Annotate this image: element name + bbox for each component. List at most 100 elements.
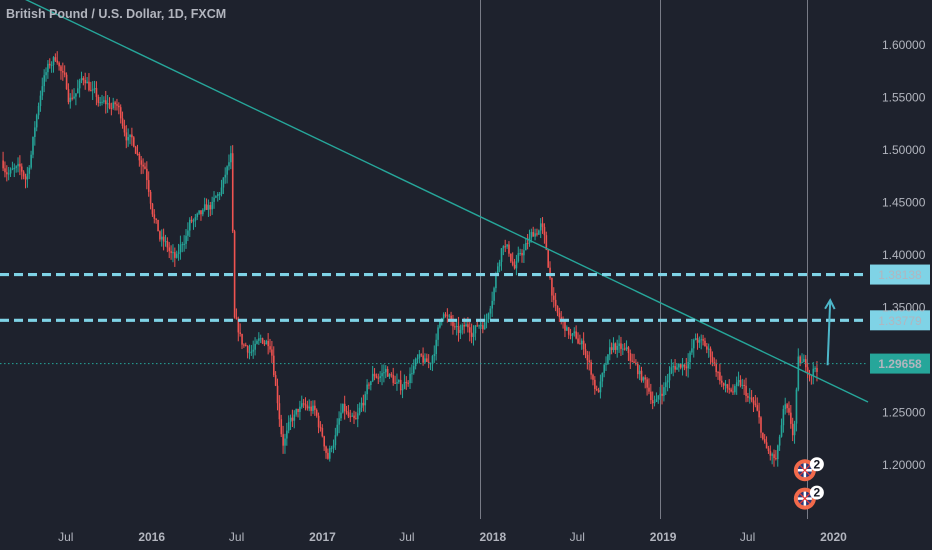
candle-down — [730, 387, 732, 393]
candle-down — [732, 384, 734, 395]
candle-down — [205, 198, 208, 211]
candle-down — [560, 311, 563, 325]
candle-up — [194, 213, 197, 228]
candle-down — [719, 363, 721, 385]
candle-up — [360, 397, 363, 412]
candle-down — [592, 373, 594, 386]
candle-down — [133, 136, 135, 148]
candle-down — [88, 73, 90, 92]
candle-up — [605, 356, 607, 371]
candle-up — [207, 199, 210, 217]
trendline[interactable] — [0, 0, 869, 403]
candle-down — [567, 326, 570, 339]
candle-up — [289, 414, 292, 431]
candle-down — [62, 62, 64, 81]
candle-down — [640, 366, 643, 383]
projection-arrow-head[interactable] — [824, 298, 836, 310]
candle-up — [308, 399, 311, 412]
candle-up — [299, 400, 301, 421]
candle-up — [734, 384, 736, 395]
candle-down — [269, 338, 271, 353]
candle-down — [446, 308, 449, 323]
level-price-label: 1.33779 — [878, 314, 922, 328]
candle-up — [618, 335, 620, 353]
candle-down — [144, 162, 146, 170]
candle-up — [737, 371, 740, 387]
candle-down — [452, 314, 454, 335]
candle-up — [749, 388, 751, 404]
candle-down — [54, 53, 57, 63]
candle-up — [230, 145, 232, 170]
candle-up — [26, 166, 29, 188]
candle-down — [119, 104, 122, 124]
candle-down — [679, 363, 682, 370]
candle-up — [435, 333, 437, 361]
candle-up — [213, 191, 215, 209]
candle-down — [155, 218, 157, 224]
candle-down — [209, 201, 212, 217]
candle-up — [448, 313, 451, 319]
candle-up — [672, 362, 675, 377]
candle-up — [224, 167, 227, 184]
candle-down — [278, 395, 281, 427]
candle-down — [651, 391, 654, 410]
x-tick-label: Jul — [740, 530, 755, 544]
candle-down — [595, 385, 598, 392]
candle-down — [190, 216, 193, 224]
candle-down — [21, 163, 23, 180]
candle-up — [35, 113, 38, 132]
candle-up — [312, 400, 314, 414]
candle-down — [241, 333, 243, 350]
candle-up — [250, 344, 253, 356]
price-axis[interactable]: 1.38138 1.33779 1.29658 1.60000 1.55000 1.500… — [870, 38, 930, 472]
candle-down — [273, 346, 275, 378]
projection-arrow[interactable] — [824, 298, 836, 366]
candle-up — [795, 387, 798, 432]
candle-down — [147, 171, 150, 197]
candle-down — [347, 405, 350, 419]
candle-up — [668, 366, 671, 389]
candle-down — [482, 321, 484, 334]
candle-down — [799, 355, 801, 367]
candle-up — [566, 325, 568, 331]
candle-down — [637, 361, 639, 379]
candle-up — [52, 56, 55, 73]
candle-down — [276, 378, 279, 411]
candle-up — [472, 325, 475, 346]
candle-down — [554, 292, 557, 312]
y-tick-label: 1.20000 — [882, 458, 926, 472]
candle-down — [231, 145, 234, 234]
candle-down — [504, 239, 507, 253]
candle-up — [226, 165, 228, 184]
candle-up — [491, 291, 493, 317]
candle-up — [793, 420, 796, 444]
candle-up — [177, 243, 180, 261]
event-badge[interactable]: 2 — [793, 485, 824, 510]
y-tick-label: 1.45000 — [882, 196, 926, 210]
candle-up — [517, 246, 520, 263]
candle-up — [15, 165, 17, 173]
event-badges[interactable]: 22 — [793, 457, 824, 510]
vertical-markers — [480, 0, 808, 519]
candle-up — [694, 333, 697, 341]
candle-down — [569, 328, 572, 340]
horizontal-levels[interactable] — [0, 272, 868, 365]
event-badge[interactable]: 2 — [793, 457, 824, 482]
trendline-line[interactable] — [0, 0, 869, 403]
candle-up — [622, 343, 624, 355]
x-tick-label: 2018 — [479, 530, 506, 544]
candle-up — [357, 404, 359, 428]
candle-up — [414, 357, 417, 370]
projection-arrow-shaft[interactable] — [826, 300, 832, 366]
candle-down — [325, 445, 327, 459]
time-axis[interactable]: Jul 2016 Jul 2017 Jul 2018 Jul 2019 Jul 2020 — [58, 530, 847, 544]
candle-up — [493, 286, 495, 305]
candle-up — [379, 371, 381, 383]
x-tick-label: Jul — [570, 530, 585, 544]
candle-down — [349, 409, 352, 423]
candle-up — [332, 439, 335, 454]
candle-up — [75, 93, 77, 106]
candle-down — [166, 237, 169, 253]
candle-down — [726, 383, 729, 393]
